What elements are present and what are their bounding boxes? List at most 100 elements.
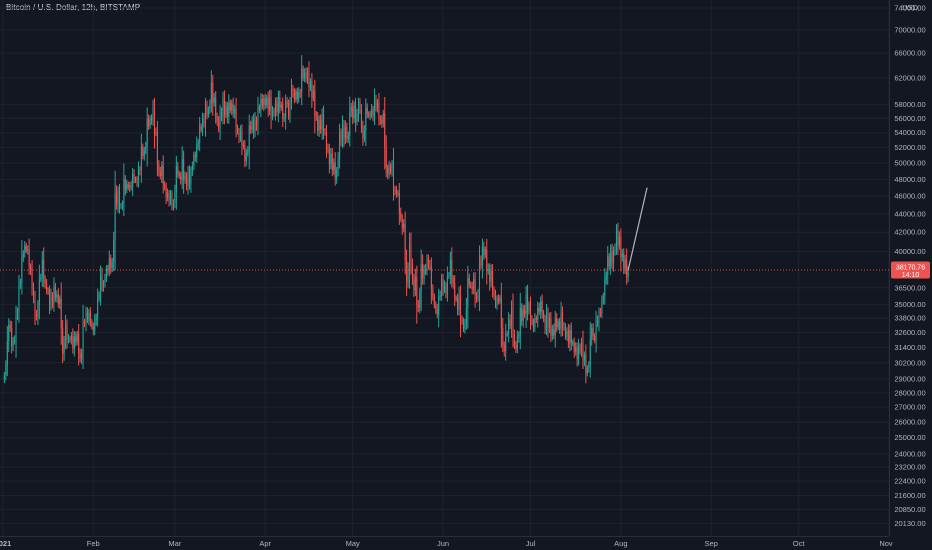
candle-body	[480, 260, 482, 266]
candle-body	[452, 278, 454, 284]
price-axis: 74000.00 70000.00 66000.00 62000.00 58000.00…	[894, 3, 925, 527]
candle-body	[551, 328, 553, 336]
candle-body	[306, 71, 309, 79]
y-tick-label: 30200.00	[894, 358, 925, 367]
candle-body	[576, 347, 578, 359]
candle-body	[57, 294, 59, 304]
candle-body	[553, 328, 555, 336]
candle-body	[223, 98, 225, 115]
y-tick-label: 26000.00	[894, 418, 925, 427]
candle-body	[97, 298, 99, 317]
candle-body	[347, 135, 349, 139]
y-tick-label: 29000.00	[894, 374, 925, 383]
candle-body	[460, 295, 462, 321]
candle-body	[318, 120, 320, 131]
candle-body	[186, 176, 188, 187]
candle-body	[156, 131, 158, 165]
candle-body	[226, 106, 228, 117]
candle-body	[167, 193, 169, 198]
candle-body	[174, 191, 176, 204]
candle-body	[365, 107, 367, 131]
candle-body	[86, 312, 88, 320]
candle-body	[493, 290, 495, 296]
candle-body	[43, 259, 45, 279]
y-tick-label: 42000.00	[894, 228, 925, 237]
candle-body	[324, 130, 326, 133]
candle-body	[5, 365, 7, 375]
candle-body	[439, 295, 441, 297]
candle-body	[403, 223, 405, 229]
candle-body	[325, 132, 327, 149]
candle-body	[613, 251, 615, 264]
candle-body	[272, 110, 274, 117]
candle-body	[152, 107, 154, 121]
candle-body	[477, 291, 479, 299]
candle-body	[591, 328, 593, 339]
candle-body	[148, 119, 150, 126]
grid	[0, 0, 890, 536]
candle-body	[282, 104, 284, 119]
y-tick-label: 54000.00	[894, 128, 925, 137]
candle-body	[529, 304, 531, 321]
candle-body	[63, 341, 65, 354]
candle-body	[330, 153, 332, 164]
candle-body	[595, 320, 597, 341]
candle-body	[228, 102, 230, 117]
candle-body	[410, 243, 412, 264]
candle-body	[385, 147, 387, 168]
candle-body	[339, 132, 341, 159]
candle-body	[9, 325, 11, 328]
candle-body	[255, 119, 258, 126]
candle-body	[222, 98, 224, 118]
candle-body	[623, 253, 625, 269]
candle-body	[509, 319, 511, 326]
candle-body	[490, 270, 492, 282]
candle-body	[586, 368, 588, 374]
candle-body	[196, 144, 198, 158]
candle-body	[59, 298, 61, 304]
candle-body	[92, 326, 94, 331]
y-tick-label: 31400.00	[894, 343, 925, 352]
candle-body	[374, 98, 376, 116]
last-price-tag: 38170.76 14:10	[891, 261, 930, 279]
projection-line	[627, 187, 648, 271]
candle-body	[130, 185, 132, 187]
y-tick-label: 28000.00	[894, 388, 925, 397]
candle-body	[500, 297, 502, 329]
candle-body	[126, 184, 128, 190]
candle-body	[216, 116, 218, 122]
candle-body	[406, 260, 408, 283]
candle-body	[11, 327, 13, 347]
y-tick-label: 21600.00	[894, 491, 925, 500]
candle-body	[470, 284, 472, 286]
y-tick-label: 23200.00	[894, 463, 925, 472]
candle-body	[621, 253, 623, 258]
candle-body	[589, 338, 591, 366]
y-tick-label: 48000.00	[894, 175, 925, 184]
candle-body	[401, 218, 403, 229]
candle-body	[327, 148, 329, 150]
candle-body	[416, 277, 418, 305]
candle-body	[143, 150, 145, 156]
candle-body	[301, 68, 303, 93]
candle-body	[159, 171, 161, 176]
candle-body	[597, 320, 599, 324]
candle-body	[164, 183, 166, 188]
candle-body	[200, 126, 202, 130]
candle-body	[111, 262, 113, 268]
candle-body	[25, 245, 27, 250]
candle-body	[461, 320, 463, 322]
candle-body	[395, 190, 397, 194]
candle-body	[352, 106, 354, 119]
candle-body	[458, 295, 460, 310]
candle-body	[72, 336, 74, 349]
candle-body	[248, 125, 250, 152]
candle-body	[388, 165, 390, 174]
candle-body	[168, 193, 170, 202]
candle-body	[279, 96, 281, 108]
y-tick-label: 20850.00	[894, 505, 925, 514]
candle-body	[340, 132, 342, 142]
candle-body	[605, 275, 607, 280]
candle-body	[299, 92, 301, 94]
